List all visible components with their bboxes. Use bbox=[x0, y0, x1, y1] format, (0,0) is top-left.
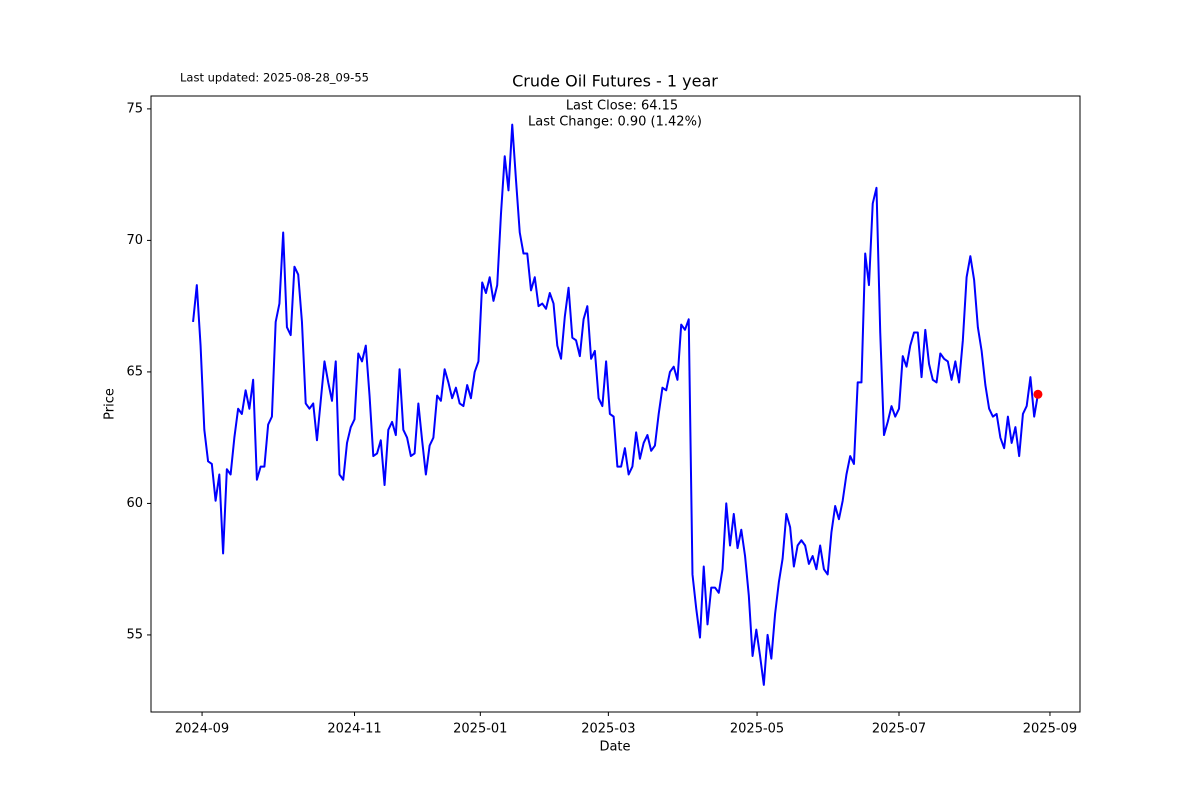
annotation: Last Close: 64.15 bbox=[566, 99, 678, 114]
price-line bbox=[192, 123, 1039, 686]
y-axis-label: Price bbox=[103, 388, 118, 420]
x-tick-label: 2025-01 bbox=[453, 722, 507, 737]
y-tick-label: 60 bbox=[126, 496, 143, 511]
y-tick-label: 75 bbox=[126, 101, 143, 116]
x-tick-label: 2025-03 bbox=[581, 722, 635, 737]
chart-title: Crude Oil Futures - 1 year bbox=[512, 72, 718, 91]
x-tick-label: 2025-05 bbox=[730, 722, 784, 737]
x-tick-label: 2024-11 bbox=[327, 722, 381, 737]
x-tick-label: 2025-07 bbox=[872, 722, 926, 737]
x-tick-label: 2024-09 bbox=[175, 722, 229, 737]
x-tick-label: 2025-09 bbox=[1023, 722, 1077, 737]
last-point bbox=[1033, 389, 1043, 399]
x-axis-label: Date bbox=[599, 740, 630, 755]
updated-note: Last updated: 2025-08-28_09-55 bbox=[180, 71, 369, 85]
annotation: Last Change: 0.90 (1.42%) bbox=[528, 115, 702, 130]
y-tick-label: 70 bbox=[126, 233, 143, 248]
y-tick-label: 55 bbox=[126, 627, 143, 642]
plot-frame bbox=[150, 95, 1081, 713]
y-tick-label: 65 bbox=[126, 364, 143, 379]
